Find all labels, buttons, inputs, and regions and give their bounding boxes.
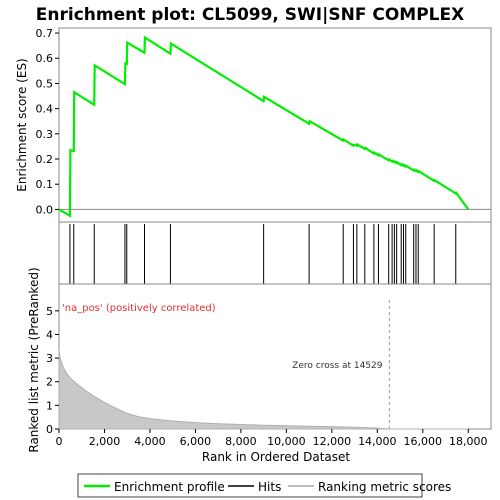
x-tick-label: 2,000 — [89, 435, 121, 448]
ranking-plot-area — [58, 283, 492, 430]
es-y-tick-label: 0.1 — [36, 178, 54, 191]
ranking-y-tick-label: 3 — [46, 352, 53, 365]
x-tick-label: 18,000 — [449, 435, 488, 448]
es-y-tick-label: 0.5 — [36, 77, 54, 90]
legend-hits-label: Hits — [258, 480, 281, 494]
es-y-tick-label: 0.7 — [36, 27, 54, 40]
legend-ranking-label: Ranking metric scores — [318, 480, 451, 494]
es-y-tick-label: 0.4 — [36, 103, 54, 116]
ranking-y-tick-label: 1 — [46, 399, 53, 412]
ranking-y-tick-label: 0 — [46, 423, 53, 436]
hits-panel — [58, 221, 492, 285]
legend: Enrichment profile Hits Ranking metric s… — [77, 473, 451, 498]
ranking-y-tick-label: 4 — [46, 328, 53, 341]
x-tick-label: 0 — [56, 435, 63, 448]
es-y-tick-label: 0.6 — [36, 52, 54, 65]
enrichment-profile-line — [58, 35, 470, 218]
positive-correlation-label: 'na_pos' (positively correlated) — [62, 303, 216, 314]
zero-cross-label: Zero cross at 14529 — [292, 361, 383, 371]
es-y-tick-label: 0.0 — [36, 203, 54, 216]
es-panel: 0.0 0.1 0.2 0.3 0.4 0.5 0.6 0.7 Enrichment scor… — [15, 27, 492, 223]
chart-title: Enrichment plot: CL5099, SWI|SNF COMPLEX — [36, 5, 464, 25]
x-tick-label: 8,000 — [225, 435, 257, 448]
ranking-y-tick-label: 2 — [46, 376, 53, 389]
x-axis-label: Rank in Ordered Dataset — [202, 450, 350, 464]
x-tick-label: 14,000 — [358, 435, 397, 448]
x-tick-label: 10,000 — [267, 435, 306, 448]
es-y-axis-label: Enrichment score (ES) — [15, 58, 29, 191]
x-tick-label: 6,000 — [180, 435, 212, 448]
hits-area — [58, 221, 492, 285]
es-plot-area — [58, 27, 492, 223]
legend-enrichment-label: Enrichment profile — [114, 480, 225, 494]
es-y-tick-label: 0.2 — [36, 153, 54, 166]
ranking-y-tick-label: 5 — [46, 305, 53, 318]
x-tick-label: 4,000 — [134, 435, 166, 448]
es-y-tick-label: 0.3 — [36, 128, 54, 141]
ranking-y-axis-label: Ranked list metric (PreRanked) — [27, 267, 41, 452]
x-tick-label: 16,000 — [404, 435, 443, 448]
x-tick-label: 12,000 — [313, 435, 352, 448]
ranking-panel: Zero cross at 14529 'na_pos' (positively… — [27, 267, 492, 464]
ranking-metric-area — [58, 348, 469, 430]
